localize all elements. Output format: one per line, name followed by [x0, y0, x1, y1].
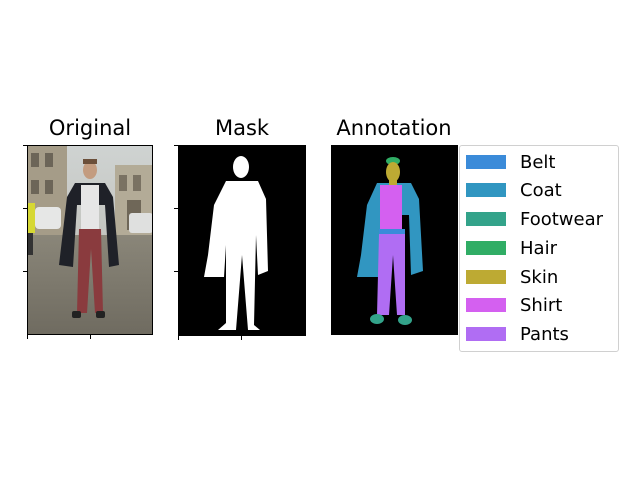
legend: Belt Coat Footwear Hair Skin Shirt Pants: [459, 145, 619, 352]
x-tick: [90, 335, 91, 339]
x-tick: [27, 335, 28, 339]
y-tick: [23, 208, 27, 209]
legend-item-footwear: Footwear: [466, 208, 603, 230]
legend-label: Coat: [520, 179, 562, 201]
legend-swatch-skin: [466, 270, 506, 284]
legend-label: Footwear: [520, 208, 604, 230]
y-tick: [23, 145, 27, 146]
original-axes-frame: [27, 145, 153, 335]
legend-swatch-shirt: [466, 298, 506, 312]
legend-label: Skin: [520, 266, 559, 288]
legend-swatch-pants: [466, 327, 506, 341]
x-tick: [241, 336, 242, 340]
legend-item-skin: Skin: [466, 266, 558, 288]
annotation-image: [331, 145, 458, 335]
panel-title-mask: Mask: [214, 116, 270, 140]
street-photo-illustration: [27, 145, 153, 335]
mask-image: [174, 145, 306, 340]
panel-title-annotation: Annotation: [336, 116, 452, 140]
legend-item-hair: Hair: [466, 237, 557, 259]
y-tick: [174, 145, 178, 146]
x-tick: [178, 336, 179, 340]
y-tick: [174, 208, 178, 209]
panel-title-original: Original: [48, 116, 132, 140]
legend-label: Shirt: [520, 294, 563, 316]
y-tick: [174, 271, 178, 272]
legend-swatch-footwear: [466, 212, 506, 226]
legend-label: Pants: [520, 323, 569, 345]
legend-item-coat: Coat: [466, 179, 562, 201]
original-photo: [23, 145, 153, 339]
legend-swatch-belt: [466, 155, 506, 169]
legend-swatch-hair: [466, 241, 506, 255]
annotation-segmentation: [331, 145, 458, 335]
mask-silhouette: [178, 145, 306, 336]
legend-item-pants: Pants: [466, 323, 569, 345]
legend-label: Belt: [520, 151, 556, 173]
y-tick: [23, 271, 27, 272]
legend-label: Hair: [520, 237, 557, 259]
legend-item-shirt: Shirt: [466, 294, 562, 316]
legend-item-belt: Belt: [466, 151, 555, 173]
legend-swatch-coat: [466, 183, 506, 197]
